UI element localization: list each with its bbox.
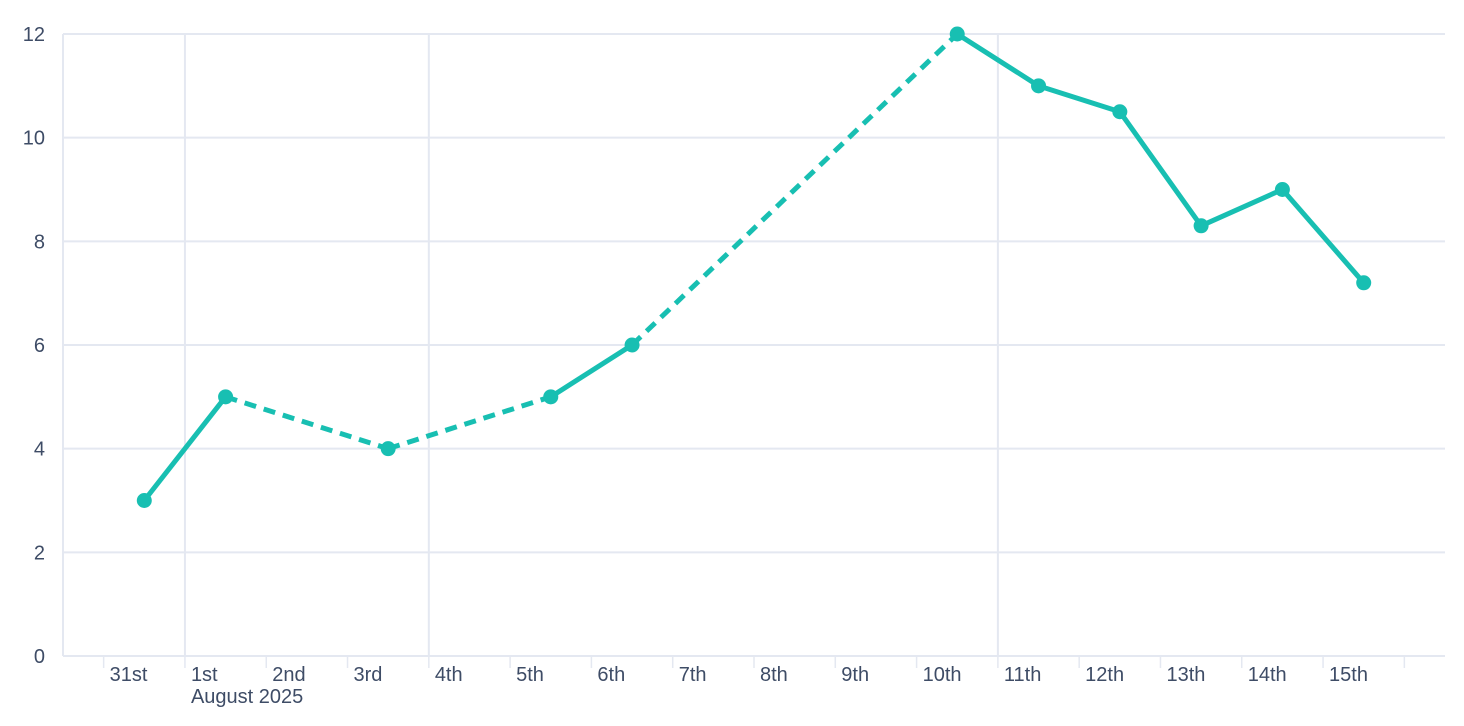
x-tick-label: 11th	[1004, 664, 1041, 686]
y-tick-label: 4	[34, 439, 45, 461]
data-point-marker[interactable]	[624, 337, 640, 353]
x-tick-label: 3rd	[354, 664, 383, 686]
x-tick-label: 2nd	[272, 664, 305, 686]
data-point-marker[interactable]	[543, 389, 559, 405]
data-point-marker[interactable]	[1112, 104, 1128, 120]
series-segment-solid	[548, 342, 635, 400]
y-tick-label: 12	[23, 24, 45, 46]
data-point-marker[interactable]	[1031, 78, 1047, 94]
series-segment-solid	[1279, 187, 1367, 286]
y-tick-label: 10	[23, 128, 45, 150]
x-tick-label: 1st	[191, 664, 218, 686]
series-segment-solid	[1036, 83, 1123, 115]
data-point-marker[interactable]	[1193, 218, 1209, 234]
series-segment-solid	[1198, 187, 1285, 229]
x-tick-label: 7th	[679, 664, 707, 686]
series-segment-dashed	[224, 394, 389, 452]
x-tick-label: 12th	[1085, 664, 1124, 686]
x-tick-label: 14th	[1248, 664, 1287, 686]
x-tick-label: 10th	[923, 664, 962, 686]
x-tick-label: 4th	[435, 664, 463, 686]
series-segment-solid	[1117, 109, 1204, 229]
y-tick-label: 6	[34, 335, 45, 357]
x-axis-context-label: August 2025	[191, 686, 303, 708]
y-tick-label: 0	[34, 646, 45, 668]
data-point-marker[interactable]	[1274, 182, 1290, 197]
series-segment-dashed	[387, 394, 552, 452]
data-point-marker[interactable]	[218, 389, 234, 405]
series-segment-solid	[141, 394, 229, 503]
x-tick-label: 5th	[516, 664, 544, 686]
data-point-marker[interactable]	[380, 441, 396, 457]
series-segment-solid	[954, 31, 1042, 89]
data-point-marker[interactable]	[1356, 275, 1372, 291]
y-tick-label: 8	[34, 231, 45, 253]
series-segment-dashed	[630, 32, 959, 347]
x-tick-label: 8th	[760, 664, 788, 686]
data-point-marker[interactable]	[136, 493, 152, 508]
x-tick-label: 13th	[1166, 664, 1205, 686]
data-point-marker[interactable]	[949, 26, 965, 42]
x-tick-label: 15th	[1329, 664, 1368, 686]
x-tick-label: 9th	[841, 664, 869, 686]
y-tick-label: 2	[34, 542, 45, 564]
x-tick-label: 31st	[110, 664, 148, 686]
x-tick-label: 6th	[597, 664, 625, 686]
